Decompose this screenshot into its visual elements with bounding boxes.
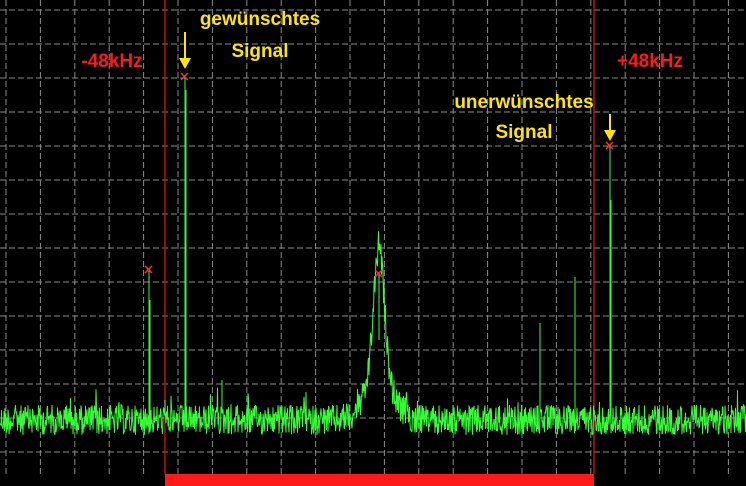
peak-marker (144, 265, 153, 274)
minus-freq-label: -48kHz (81, 51, 142, 72)
peak-marker (605, 141, 614, 150)
undesired-arrow (604, 114, 616, 141)
peak-marker (374, 269, 383, 278)
desired-label-line1: gewünschtes (200, 9, 320, 30)
noise-trace (0, 77, 746, 436)
undesired-label-line2: Signal (495, 122, 552, 143)
desired-label-line2: Signal (231, 41, 288, 62)
passband-bar (165, 474, 594, 486)
plus-freq-label: +48kHz (617, 51, 683, 72)
grid (0, 0, 746, 474)
undesired-label-line1: unerwünschtes (454, 92, 593, 113)
peak-marker (180, 72, 189, 81)
spectrum-trace (0, 77, 746, 436)
peak-markers (144, 72, 614, 278)
desired-arrow (179, 32, 191, 69)
